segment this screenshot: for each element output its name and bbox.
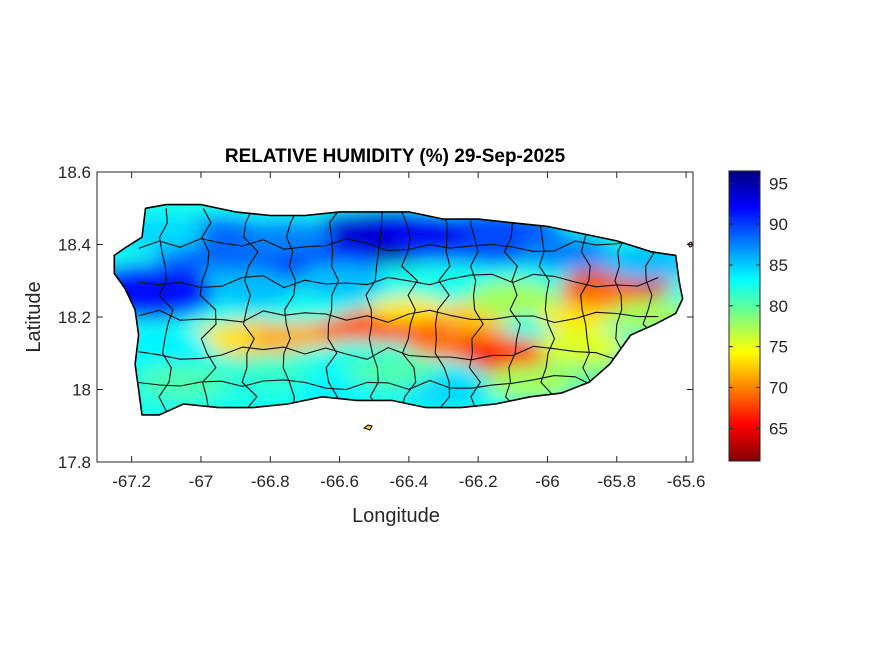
municipal-boundary [538,208,556,412]
x-tick-label: -67 [189,472,214,491]
municipal-boundary [138,309,659,324]
municipal-boundary [580,208,592,412]
island-outline [113,203,684,416]
field-cell [114,263,219,320]
x-tick-label: -66 [535,472,560,491]
municipal-boundaries [138,207,661,412]
chart-title: RELATIVE HUMIDITY (%) 29-Sep-2025 [225,146,566,167]
municipal-boundary [468,208,484,412]
municipal-boundary [158,208,174,412]
municipal-boundary [199,208,217,412]
field-cell [121,328,212,364]
field-cell [138,364,229,401]
field-cell [346,353,437,390]
colorbar-tick-label: 70 [769,378,788,397]
colorbar-tick-label: 65 [769,419,788,438]
x-tick-label: -67.2 [112,472,151,491]
humidity-field [114,204,683,415]
y-axis-label: Latitude [23,281,45,352]
colorbar-tick-label: 75 [769,338,788,357]
y-axis: 17.8 18 18.2 18.4 18.6 [58,163,693,472]
y-tick-label: 18.4 [58,236,91,255]
municipal-boundary [138,238,659,252]
field-cell [467,280,558,317]
field-cell [381,212,472,248]
x-axis: -67.2 -67 -66.8 -66.6 -66.4 -66.2 -66 -65.8 -65.… [112,172,705,491]
municipal-boundary [399,208,418,412]
colorbar: 65 70 75 80 85 90 95 [728,170,788,462]
field-cell [294,262,385,299]
x-axis-label: Longitude [352,505,440,527]
x-tick-label: -66.2 [459,472,498,491]
y-tick-label: 18.6 [58,163,91,182]
field-cell [207,270,298,306]
municipal-boundary [241,208,259,412]
field-cell [311,212,402,248]
x-tick-label: -65.8 [597,472,636,491]
municipal-boundary [138,345,659,361]
field-cell [368,296,449,323]
municipal-boundary [138,374,659,391]
municipal-boundary [434,207,451,412]
x-tick-label: -66.8 [251,472,290,491]
field-cell [225,353,316,390]
y-tick-label: 18.2 [58,308,91,327]
x-tick-label: -66.4 [389,472,428,491]
municipal-boundary [503,208,521,412]
y-tick-label: 18 [72,381,91,400]
field-cell [559,282,640,309]
colorbar-tick-label: 90 [769,215,788,234]
colorbar-gradient [728,170,761,462]
field-cell [537,328,628,364]
y-tick-label: 17.8 [58,453,91,472]
field-cell [535,304,616,330]
colorbar-tick-label: 95 [769,174,788,193]
caja-de-muertos-islet [362,424,373,431]
municipal-boundary [365,208,383,412]
x-tick-label: -66.6 [320,472,359,491]
municipal-boundary [325,207,341,412]
municipal-boundary [138,273,659,289]
colorbar-tick-label: 80 [769,297,788,316]
x-tick-label: -65.6 [667,472,706,491]
municipal-boundary [282,208,299,412]
colorbar-tick-label: 85 [769,256,788,275]
